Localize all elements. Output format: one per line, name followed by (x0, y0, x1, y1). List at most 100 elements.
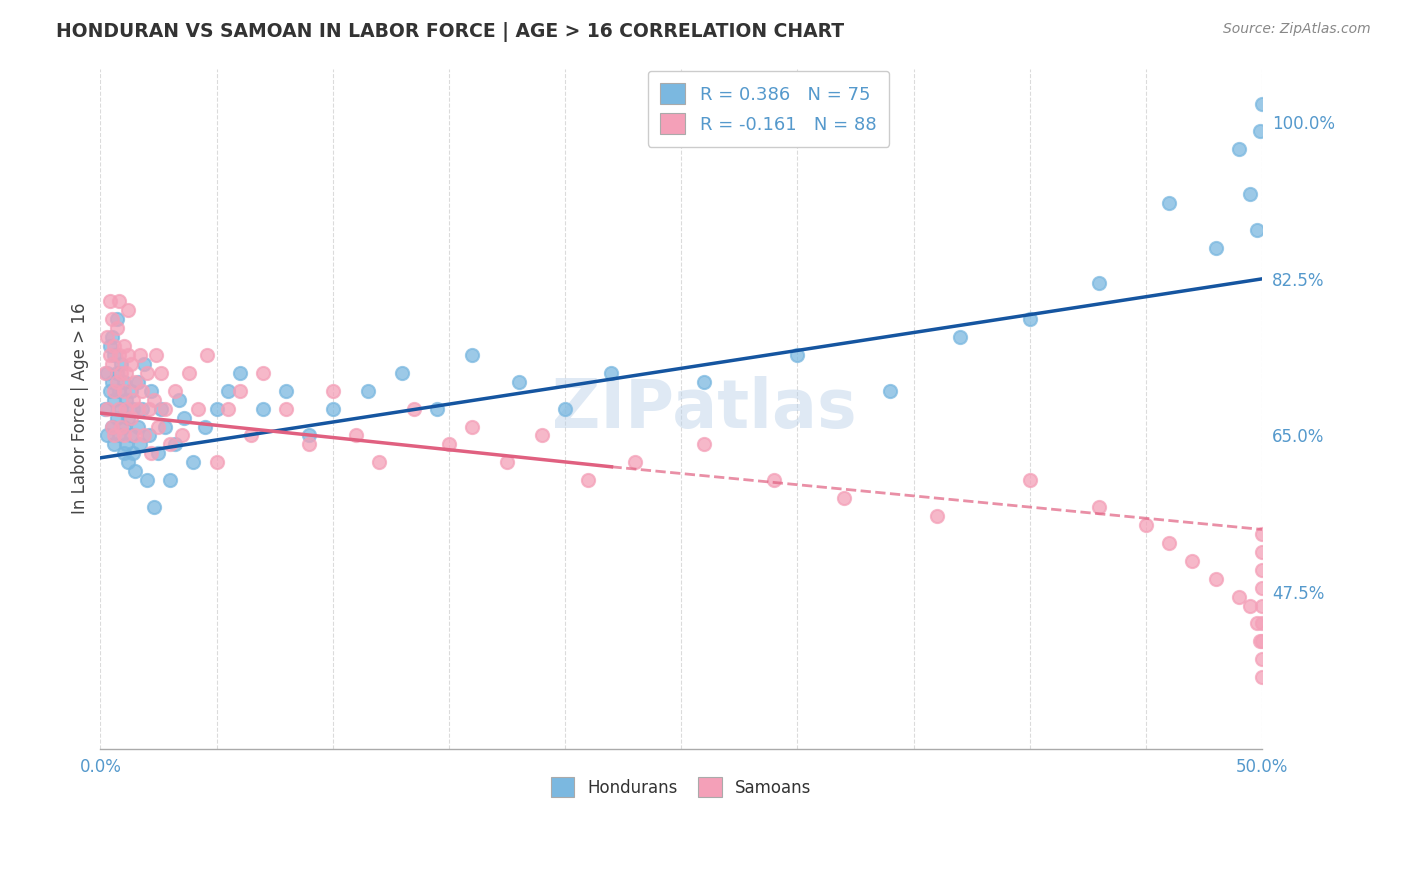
Point (101, 357, 124, 371)
Point (1251, 634, 1274, 648)
Point (134, 357, 156, 371)
Point (276, 384, 298, 398)
Point (693, 437, 716, 451)
Point (1159, 195, 1181, 210)
Point (356, 384, 378, 398)
Point (103, 384, 125, 398)
Point (786, 348, 808, 362)
Point (105, 375, 128, 389)
Point (1246, 222, 1268, 236)
Text: ZIPatlas: ZIPatlas (553, 376, 856, 442)
Point (149, 401, 172, 416)
Point (117, 303, 139, 318)
Point (138, 401, 160, 416)
Point (217, 401, 239, 416)
Point (391, 366, 413, 380)
Point (1251, 652, 1274, 666)
Point (112, 446, 135, 460)
Point (134, 428, 156, 442)
Point (1018, 473, 1040, 487)
Point (122, 392, 145, 407)
Point (101, 330, 124, 344)
Point (181, 455, 204, 469)
Point (530, 428, 553, 442)
Point (117, 348, 139, 362)
Point (1088, 500, 1111, 514)
Point (110, 366, 132, 380)
Point (96, 428, 118, 442)
Point (1251, 545, 1274, 559)
Point (163, 384, 186, 398)
Point (138, 428, 160, 442)
Point (117, 455, 139, 469)
Point (229, 366, 252, 380)
Point (832, 491, 855, 505)
Point (1251, 599, 1274, 613)
Point (110, 419, 132, 434)
Point (124, 464, 146, 478)
Point (105, 321, 128, 335)
Point (101, 375, 124, 389)
Point (693, 375, 716, 389)
Point (252, 366, 274, 380)
Point (170, 428, 193, 442)
Point (163, 437, 186, 451)
Point (195, 348, 218, 362)
Point (127, 401, 149, 416)
Point (1227, 590, 1250, 604)
Point (205, 455, 228, 469)
Y-axis label: In Labor Force | Age > 16: In Labor Force | Age > 16 (72, 303, 89, 515)
Point (194, 419, 217, 434)
Point (177, 366, 200, 380)
Point (159, 437, 181, 451)
Point (141, 384, 163, 398)
Point (1239, 599, 1261, 613)
Point (96, 330, 118, 344)
Point (103, 348, 125, 362)
Point (1249, 634, 1271, 648)
Point (142, 392, 165, 407)
Point (94, 366, 117, 380)
Point (103, 437, 125, 451)
Point (322, 384, 344, 398)
Point (127, 419, 149, 434)
Point (131, 401, 153, 416)
Point (576, 473, 599, 487)
Point (112, 428, 135, 442)
Point (110, 357, 132, 371)
Point (122, 446, 145, 460)
Point (252, 401, 274, 416)
Point (105, 366, 128, 380)
Point (112, 384, 135, 398)
Point (496, 455, 519, 469)
Point (240, 428, 263, 442)
Point (1251, 97, 1274, 112)
Point (402, 401, 425, 416)
Point (117, 410, 139, 425)
Point (1227, 142, 1250, 156)
Point (159, 473, 181, 487)
Point (105, 410, 128, 425)
Point (96, 366, 118, 380)
Point (600, 366, 623, 380)
Point (94, 401, 117, 416)
Point (103, 339, 125, 353)
Point (276, 401, 298, 416)
Text: HONDURAN VS SAMOAN IN LABOR FORCE | AGE > 16 CORRELATION CHART: HONDURAN VS SAMOAN IN LABOR FORCE | AGE … (56, 22, 845, 42)
Point (298, 437, 321, 451)
Point (623, 455, 645, 469)
Text: Source: ZipAtlas.com: Source: ZipAtlas.com (1223, 22, 1371, 37)
Point (112, 375, 135, 389)
Point (108, 384, 131, 398)
Point (135, 366, 157, 380)
Point (461, 348, 484, 362)
Point (101, 312, 124, 326)
Point (426, 401, 449, 416)
Point (925, 509, 948, 524)
Point (1205, 240, 1227, 254)
Point (148, 419, 170, 434)
Point (1246, 616, 1268, 631)
Point (1159, 536, 1181, 550)
Point (141, 446, 163, 460)
Point (142, 500, 165, 514)
